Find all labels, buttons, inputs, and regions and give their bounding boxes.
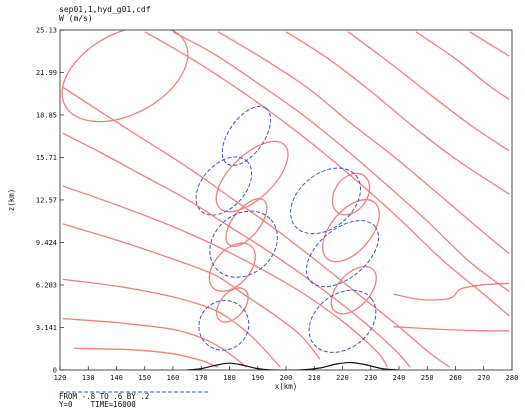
solid-contour <box>347 31 510 152</box>
x-tick-label: 180 <box>223 374 236 382</box>
dashed-contour-loop <box>305 220 380 288</box>
x-tick-label: 280 <box>506 374 519 382</box>
solid-contour-loop <box>215 287 249 323</box>
solid-contour-loop <box>322 198 380 263</box>
solid-contour <box>144 31 510 317</box>
x-tick-label: 170 <box>195 374 208 382</box>
x-tick-label: 250 <box>421 374 434 382</box>
dashed-contour-loop <box>290 167 361 235</box>
x-tick-label: 120 <box>54 374 67 382</box>
x-tick-label: 210 <box>308 374 321 382</box>
x-tick-label: 270 <box>477 374 490 382</box>
y-tick-label: 18.85 <box>36 111 57 119</box>
y-tick-label: 15.71 <box>36 154 57 162</box>
y-tick-label: 21.99 <box>36 69 57 77</box>
x-tick-label: 190 <box>251 374 264 382</box>
time-stamp: Y=0 TIME=16000 <box>59 400 136 409</box>
solid-contour <box>62 132 411 368</box>
solid-contour <box>415 31 510 100</box>
axis-ticks: 120 130 140 150 160 170 180 190 200 210 220 230 240 2… <box>36 27 518 383</box>
x-tick-label: 240 <box>393 374 406 382</box>
y-tick-label: 0 <box>53 367 57 375</box>
solid-contour-loop <box>330 265 377 315</box>
solid-contour <box>393 326 510 332</box>
solid-contour <box>62 185 389 368</box>
y-tick-label: 12.57 <box>36 196 57 204</box>
solid-contour <box>62 223 321 360</box>
x-tick-label: 220 <box>336 374 349 382</box>
y-tick-label: 6.283 <box>36 281 57 289</box>
contour-range: FROM -.8 TO .6 BY .2 <box>59 392 150 401</box>
solid-contour <box>62 278 281 368</box>
x-tick-label: 260 <box>449 374 462 382</box>
y-tick-label: 9.424 <box>36 239 57 247</box>
contour-lines <box>61 30 510 370</box>
solid-contour <box>172 31 510 293</box>
dashed-contour-loop <box>195 156 253 216</box>
solid-contour-loop <box>61 30 189 123</box>
dashed-contour-loop <box>209 210 278 278</box>
solid-contour-loop <box>215 140 289 213</box>
dashed-contour-loop <box>198 300 250 351</box>
y-tick-label: 25.13 <box>36 27 57 35</box>
solid-contour <box>217 31 510 255</box>
solid-contour <box>62 86 451 368</box>
x-tick-label: 140 <box>110 374 123 382</box>
solid-contour <box>469 31 510 57</box>
x-axis-label: x(km) <box>275 382 298 391</box>
x-tick-label: 130 <box>82 374 95 382</box>
dashed-contour-loop <box>308 289 377 353</box>
terrain-profile <box>187 361 400 370</box>
solid-contour <box>285 31 510 195</box>
x-tick-label: 200 <box>280 374 293 382</box>
x-tick-label: 160 <box>167 374 180 382</box>
solid-contour <box>62 317 247 368</box>
solid-contour-loop <box>331 172 371 216</box>
plot-frame <box>59 29 513 371</box>
file-title: sep01,1,hyd_g01,cdf <box>59 5 151 14</box>
x-tick-label: 150 <box>138 374 151 382</box>
x-tick-label: 230 <box>364 374 377 382</box>
solid-contour-loop <box>208 242 256 292</box>
solid-contour <box>74 347 219 368</box>
variable-title: W (m/s) <box>59 14 93 23</box>
dashed-contour-loop <box>221 105 272 166</box>
solid-contour <box>393 282 510 301</box>
y-tick-label: 3.141 <box>36 324 57 332</box>
y-axis-label: z(km) <box>7 189 16 212</box>
